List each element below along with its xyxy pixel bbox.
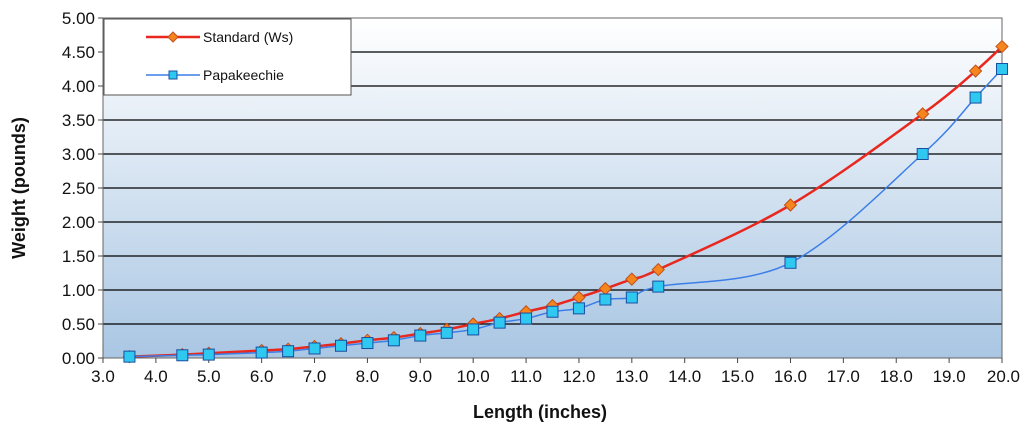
data-point-standard-ws <box>651 262 665 277</box>
data-point-papakeechie <box>572 302 585 315</box>
data-point-papakeechie <box>255 346 268 359</box>
x-tick-label: 8.0 <box>356 367 380 386</box>
x-tick-label: 14.0 <box>668 367 701 386</box>
data-point-papakeechie <box>493 316 506 329</box>
data-point-papakeechie <box>440 326 453 339</box>
data-point-papakeechie <box>916 148 929 160</box>
y-axis-title: Weight (pounds) <box>9 117 29 259</box>
data-point-papakeechie <box>784 256 797 269</box>
x-tick-label: 16.0 <box>774 367 807 386</box>
data-point-papakeechie <box>282 345 295 358</box>
y-tick-label: 3.50 <box>62 111 95 130</box>
data-point-papakeechie <box>599 293 612 306</box>
y-tick-label: 2.00 <box>62 213 95 232</box>
data-point-papakeechie <box>387 334 400 347</box>
legend: Standard (Ws) Papakeechie <box>103 18 352 96</box>
y-tick-label: 1.50 <box>62 247 95 266</box>
data-point-papakeechie <box>176 349 189 362</box>
data-point-papakeechie <box>414 329 427 342</box>
data-point-standard-ws <box>995 39 1009 54</box>
data-point-papakeechie <box>361 337 374 350</box>
legend-marker-papakeechie <box>168 70 178 80</box>
y-tick-label: 4.00 <box>62 77 95 96</box>
data-point-standard-ws <box>783 198 798 212</box>
x-tick-label: 15.0 <box>721 367 754 386</box>
data-point-papakeechie <box>308 342 321 355</box>
x-tick-labels: 3.0 4.0 5.0 6.0 7.0 8.0 9.0 10.0 11.0 12.0 13.0 14.… <box>91 358 1020 386</box>
data-point-papakeechie <box>520 312 533 325</box>
data-series <box>122 39 1009 364</box>
y-tick-label: 2.50 <box>62 179 95 198</box>
y-tick-label: 3.00 <box>62 145 95 164</box>
y-tick-label: 5.00 <box>62 9 95 28</box>
y-tick-label: 1.00 <box>62 281 95 300</box>
legend-marker-standard <box>167 31 179 43</box>
x-axis-title: Length (inches) <box>473 402 607 422</box>
x-tick-label: 5.0 <box>197 367 221 386</box>
data-point-papakeechie <box>996 63 1008 75</box>
data-point-papakeechie <box>969 91 982 104</box>
x-tick-label: 19.0 <box>933 367 966 386</box>
x-tick-label: 9.0 <box>408 367 432 386</box>
y-tick-labels: 0.00 0.50 1.00 1.50 2.00 2.50 3.00 3.50 4.00 4.50… <box>62 9 103 368</box>
data-point-papakeechie <box>334 339 347 352</box>
x-tick-label: 20.0 <box>987 367 1020 386</box>
legend-label-standard: Standard (Ws) <box>203 29 293 45</box>
legend-box <box>103 18 352 96</box>
x-tick-label: 12.0 <box>562 367 595 386</box>
x-tick-label: 10.0 <box>457 367 490 386</box>
legend-label-papakeechie: Papakeechie <box>203 67 284 83</box>
x-tick-label: 17.0 <box>827 367 860 386</box>
x-tick-label: 4.0 <box>144 367 168 386</box>
y-tick-label: 4.50 <box>62 43 95 62</box>
data-point-papakeechie <box>467 323 480 336</box>
x-tick-label: 11.0 <box>510 367 542 386</box>
data-point-papakeechie <box>202 348 215 361</box>
data-point-papakeechie <box>625 291 638 304</box>
x-tick-label: 18.0 <box>880 367 913 386</box>
data-point-papakeechie <box>652 280 665 293</box>
data-point-standard-ws <box>915 107 930 121</box>
data-point-standard-ws <box>968 64 983 78</box>
x-tick-label: 6.0 <box>250 367 274 386</box>
y-tick-label: 0.50 <box>62 315 95 334</box>
data-point-papakeechie <box>123 350 136 363</box>
x-tick-label: 7.0 <box>303 367 327 386</box>
x-tick-label: 3.0 <box>91 367 115 386</box>
y-tick-label: 0.00 <box>62 349 95 368</box>
x-tick-label: 13.0 <box>615 367 648 386</box>
data-point-papakeechie <box>546 305 559 318</box>
data-point-standard-ws <box>625 272 639 286</box>
